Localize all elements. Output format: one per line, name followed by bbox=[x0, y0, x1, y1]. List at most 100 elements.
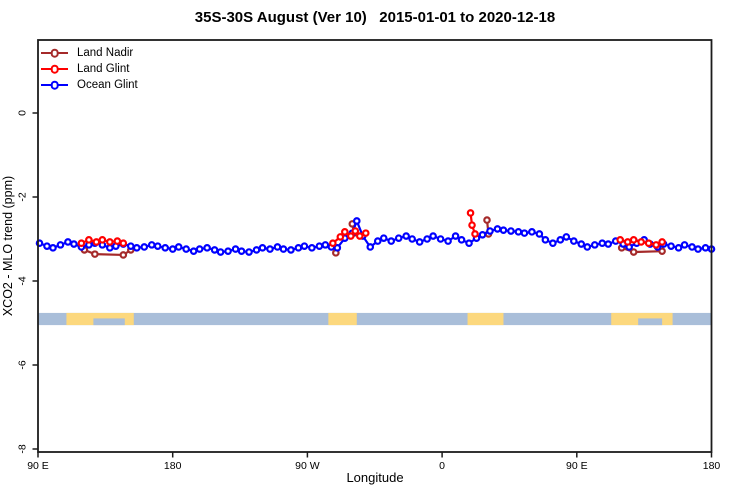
data-point-land-glint bbox=[644, 239, 653, 248]
data-point-ocean-glint bbox=[528, 228, 536, 236]
x-tick-label: 90 E bbox=[27, 460, 49, 472]
data-point-ocean-glint bbox=[203, 244, 211, 252]
data-point-ocean-glint bbox=[408, 235, 416, 243]
band-ocean bbox=[38, 312, 712, 326]
data-point-ocean-glint bbox=[429, 232, 437, 240]
data-point-ocean-glint bbox=[570, 237, 578, 245]
data-point-ocean-glint bbox=[373, 237, 382, 245]
data-point-ocean-glint bbox=[132, 244, 141, 252]
data-point-ocean-glint bbox=[457, 236, 466, 244]
data-point-ocean-glint bbox=[300, 242, 309, 250]
legend-row-land-glint: Land Glint bbox=[41, 61, 138, 77]
x-axis-title: Longitude bbox=[346, 470, 403, 485]
data-point-ocean-glint bbox=[394, 234, 403, 242]
legend-symbol-icon bbox=[41, 64, 68, 75]
data-point-ocean-glint bbox=[499, 226, 508, 234]
data-point-ocean-glint bbox=[493, 225, 502, 233]
data-point-ocean-glint bbox=[598, 239, 607, 248]
data-point-ocean-glint bbox=[583, 243, 592, 251]
data-point-land-nadir bbox=[91, 250, 99, 258]
data-point-ocean-glint bbox=[562, 233, 571, 241]
data-point-land-nadir bbox=[483, 216, 491, 224]
data-point-ocean-glint bbox=[535, 230, 544, 238]
data-point-ocean-glint bbox=[224, 247, 232, 255]
data-point-land-glint bbox=[629, 236, 638, 244]
data-point-land-glint bbox=[347, 232, 355, 240]
data-point-ocean-glint bbox=[387, 237, 396, 245]
data-point-ocean-glint bbox=[210, 246, 219, 254]
y-tick-label: -2 bbox=[17, 192, 29, 201]
data-point-land-glint bbox=[652, 241, 660, 249]
data-point-ocean-glint bbox=[245, 248, 253, 256]
data-point-ocean-glint bbox=[174, 243, 183, 251]
data-point-ocean-glint bbox=[106, 244, 114, 252]
data-point-land-glint bbox=[471, 230, 479, 238]
data-point-ocean-glint bbox=[556, 236, 565, 244]
legend: Land Nadir Land Glint Ocean Glint bbox=[41, 45, 138, 93]
data-point-ocean-glint bbox=[56, 241, 65, 249]
x-tick-label: 90 W bbox=[295, 460, 320, 472]
x-tick-label: 0 bbox=[439, 460, 445, 472]
data-point-ocean-glint bbox=[294, 244, 303, 252]
data-point-ocean-glint bbox=[451, 232, 460, 240]
series-land-nadir bbox=[80, 216, 666, 259]
data-point-ocean-glint bbox=[252, 246, 261, 254]
x-tick-label: 180 bbox=[703, 460, 721, 472]
data-point-land-glint bbox=[106, 238, 114, 246]
y-tick-label: -6 bbox=[17, 360, 29, 369]
band-land-patch bbox=[328, 312, 357, 326]
axis-layer: 90 E 180 90 W 0 90 E 180 0 -2 -4 -6 -8 bbox=[17, 110, 721, 472]
data-point-ocean-glint bbox=[237, 247, 246, 255]
data-point-ocean-glint bbox=[168, 245, 177, 253]
data-point-land-glint bbox=[355, 232, 364, 240]
data-point-ocean-glint bbox=[126, 242, 135, 250]
data-point-land-glint bbox=[616, 236, 625, 244]
data-point-ocean-glint bbox=[486, 227, 494, 235]
data-point-ocean-glint bbox=[287, 246, 295, 254]
data-point-ocean-glint bbox=[680, 241, 689, 249]
chart-title: 35S-30S August (Ver 10) 2015-01-01 to 20… bbox=[194, 9, 556, 26]
y-tick-label: -4 bbox=[17, 276, 29, 285]
data-point-land-glint bbox=[341, 228, 349, 236]
y-tick-label: 0 bbox=[17, 110, 29, 116]
data-point-ocean-glint bbox=[315, 242, 324, 250]
data-point-ocean-glint bbox=[49, 244, 57, 252]
data-point-ocean-glint bbox=[688, 243, 696, 251]
data-point-land-glint bbox=[351, 227, 360, 235]
data-point-ocean-glint bbox=[153, 242, 162, 250]
legend-label: Land Glint bbox=[77, 62, 130, 75]
data-point-ocean-glint bbox=[366, 243, 375, 251]
legend-circle-icon bbox=[50, 48, 59, 58]
data-point-ocean-glint bbox=[604, 240, 613, 248]
data-point-land-nadir bbox=[658, 247, 666, 255]
y-tick-label: -8 bbox=[17, 444, 29, 453]
data-point-ocean-glint bbox=[465, 239, 473, 248]
data-point-ocean-glint bbox=[674, 244, 683, 252]
data-point-ocean-glint bbox=[195, 245, 204, 253]
data-point-land-glint bbox=[658, 238, 666, 246]
x-tick-label: 90 E bbox=[566, 460, 588, 472]
data-point-land-glint bbox=[98, 236, 107, 244]
data-point-ocean-glint bbox=[273, 243, 282, 251]
band-ocean-notch bbox=[93, 318, 125, 326]
data-point-ocean-glint bbox=[701, 244, 710, 252]
legend-symbol-icon bbox=[41, 48, 68, 59]
data-point-land-glint bbox=[336, 233, 345, 241]
data-point-land-glint bbox=[119, 239, 128, 248]
band-land-patch bbox=[467, 312, 504, 326]
data-point-ocean-glint bbox=[333, 244, 342, 252]
data-point-ocean-glint bbox=[667, 242, 675, 250]
band-ocean-notch bbox=[638, 318, 663, 326]
series-layer bbox=[35, 209, 716, 259]
data-point-ocean-glint bbox=[379, 234, 388, 242]
data-point-ocean-glint bbox=[43, 242, 51, 250]
legend-symbol-icon bbox=[41, 80, 68, 91]
data-point-ocean-glint bbox=[402, 232, 410, 240]
legend-row-land-nadir: Land Nadir bbox=[41, 45, 138, 61]
plot-border bbox=[37, 39, 713, 453]
data-point-ocean-glint bbox=[549, 239, 557, 248]
data-point-ocean-glint bbox=[140, 243, 149, 251]
data-point-ocean-glint bbox=[590, 241, 599, 249]
data-point-ocean-glint bbox=[444, 237, 452, 245]
